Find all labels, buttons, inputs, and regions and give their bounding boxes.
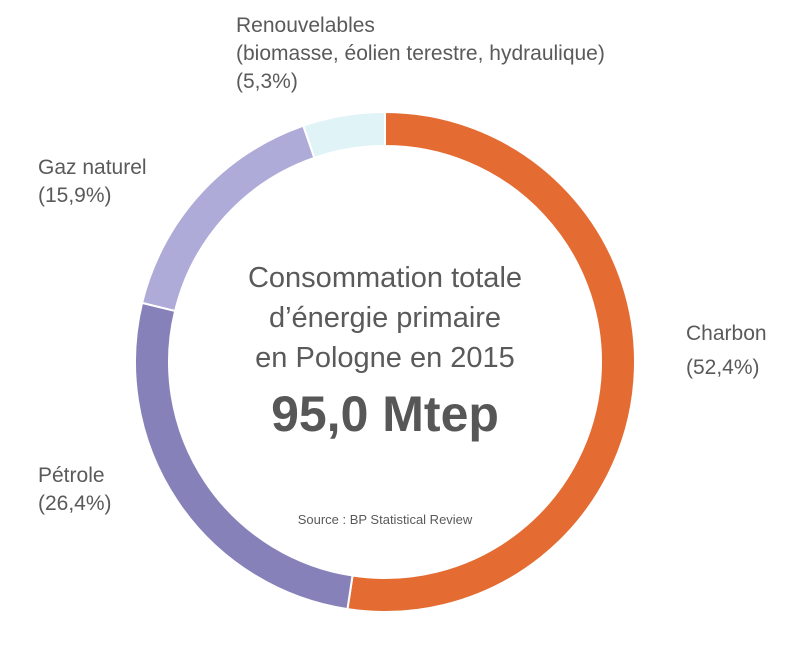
chart-title: Consommation totale d’énergie primaire e… bbox=[185, 258, 585, 378]
chart-source: Source : BP Statistical Review bbox=[297, 512, 473, 527]
chart-title-line-2: d’énergie primaire bbox=[268, 302, 502, 334]
chart-title-line-1: Consommation totale bbox=[247, 262, 523, 294]
slice-name-charbon: Charbon bbox=[686, 322, 767, 345]
slice-name-petrole: Pétrole bbox=[38, 464, 105, 487]
donut-slice-renouvelables bbox=[302, 110, 386, 160]
slice-name-renouvelables: Renouvelables bbox=[236, 14, 375, 37]
slice-value-charbon: (52,4%) bbox=[686, 356, 760, 379]
slice-label-charbon: Charbon (52,4%) bbox=[686, 320, 767, 382]
slice-label-gaz-naturel: Gaz naturel (15,9%) bbox=[38, 154, 147, 210]
slice-value-gaz-naturel: (15,9%) bbox=[38, 184, 112, 207]
slice-value-renouvelables: (5,3%) bbox=[236, 70, 298, 93]
slice-subname-renouvelables: (biomasse, éolien terestre, hydraulique) bbox=[236, 42, 605, 65]
slice-value-petrole: (26,4%) bbox=[38, 492, 112, 515]
slice-name-gaz-naturel: Gaz naturel bbox=[38, 156, 147, 179]
chart-total-value: 95,0 Mtep bbox=[271, 386, 499, 442]
slice-label-petrole: Pétrole (26,4%) bbox=[38, 462, 112, 518]
slice-label-renouvelables: Renouvelables (biomasse, éolien terestre… bbox=[236, 12, 605, 96]
chart-title-line-3: en Pologne en 2015 bbox=[255, 342, 515, 374]
chart-center: Consommation totale d’énergie primaire e… bbox=[185, 258, 585, 444]
